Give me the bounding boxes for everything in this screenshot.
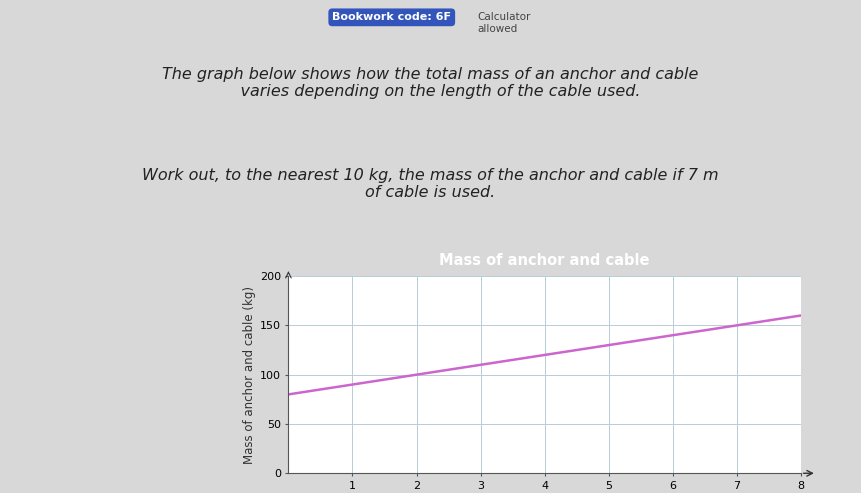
- Text: The graph below shows how the total mass of an anchor and cable
    varies depen: The graph below shows how the total mass…: [163, 67, 698, 99]
- Y-axis label: Mass of anchor and cable (kg): Mass of anchor and cable (kg): [243, 285, 256, 464]
- Text: Bookwork code: 6F: Bookwork code: 6F: [332, 12, 451, 22]
- Text: Calculator
allowed: Calculator allowed: [478, 12, 531, 34]
- Text: Work out, to the nearest 10 kg, the mass of the anchor and cable if 7 m
of cable: Work out, to the nearest 10 kg, the mass…: [142, 168, 719, 200]
- Text: Mass of anchor and cable: Mass of anchor and cable: [439, 252, 650, 268]
